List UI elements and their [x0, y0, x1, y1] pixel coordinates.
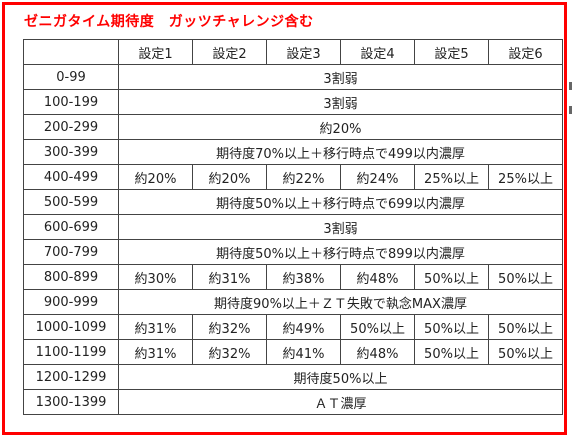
table-row: 1000-1099 約31% 約32% 約49% 50%以上 50%以上 50%以上 — [23, 314, 563, 340]
value-cell-setting-4: 約24% — [340, 164, 415, 190]
table-row: 500-599 期待度50%以上＋移行時点で699以内濃厚 — [23, 189, 563, 215]
table-row: 600-699 3割弱 — [23, 214, 563, 240]
value-cell-setting-2: 約32% — [192, 314, 267, 340]
range-cell: 400-499 — [23, 164, 119, 190]
header-row: 設定1 設定2 設定3 設定4 設定5 設定6 — [23, 39, 563, 65]
value-cell-setting-1: 約30% — [118, 264, 193, 290]
value-cell-setting-3: 約22% — [266, 164, 341, 190]
value-cell-setting-6: 50%以上 — [488, 339, 563, 365]
merged-value-cell: 3割弱 — [118, 89, 563, 115]
header-cell-setting-1: 設定1 — [118, 39, 193, 65]
range-cell: 600-699 — [23, 214, 119, 240]
table-row: 1100-1199 約31% 約32% 約41% 約48% 50%以上 50%以上 — [23, 339, 563, 365]
header-cell-setting-6: 設定6 — [488, 39, 563, 65]
merged-value-cell: 期待度50%以上 — [118, 364, 563, 390]
value-cell-setting-1: 約20% — [118, 164, 193, 190]
value-cell-setting-4: 50%以上 — [340, 314, 415, 340]
table-row: 400-499 約20% 約20% 約22% 約24% 25%以上 25%以上 — [23, 164, 563, 190]
range-cell: 800-899 — [23, 264, 119, 290]
header-cell-setting-5: 設定5 — [414, 39, 489, 65]
range-cell: 1200-1299 — [23, 364, 119, 390]
table-row: 100-199 3割弱 — [23, 89, 563, 115]
range-cell: 700-799 — [23, 239, 119, 265]
value-cell-setting-6: 50%以上 — [488, 314, 563, 340]
page-title: ゼニガタイム期待度 ガッツチャレンジ含む — [24, 14, 314, 30]
range-cell: 500-599 — [23, 189, 119, 215]
header-cell-setting-2: 設定2 — [192, 39, 267, 65]
merged-value-cell: 期待度50%以上＋移行時点で899以内濃厚 — [118, 239, 563, 265]
value-cell-setting-1: 約31% — [118, 314, 193, 340]
merged-value-cell: 3割弱 — [118, 214, 563, 240]
merged-value-cell: ＡＴ濃厚 — [118, 389, 563, 415]
merged-value-cell: 期待度70%以上＋移行時点で499以内濃厚 — [118, 139, 563, 165]
value-cell-setting-3: 約49% — [266, 314, 341, 340]
value-cell-setting-4: 約48% — [340, 264, 415, 290]
value-cell-setting-5: 50%以上 — [414, 339, 489, 365]
header-cell-setting-3: 設定3 — [266, 39, 341, 65]
table-row: 900-999 期待度90%以上＋ＺＴ失敗で執念MAX濃厚 — [23, 289, 563, 315]
header-cell-corner — [23, 39, 119, 65]
merged-value-cell: 期待度50%以上＋移行時点で699以内濃厚 — [118, 189, 563, 215]
merged-value-cell: 3割弱 — [118, 64, 563, 90]
range-cell: 1000-1099 — [23, 314, 119, 340]
table-row: 300-399 期待度70%以上＋移行時点で499以内濃厚 — [23, 139, 563, 165]
side-mark — [569, 106, 572, 114]
value-cell-setting-5: 50%以上 — [414, 314, 489, 340]
value-cell-setting-6: 25%以上 — [488, 164, 563, 190]
range-cell: 0-99 — [23, 64, 119, 90]
merged-value-cell: 約20% — [118, 114, 563, 140]
value-cell-setting-2: 約20% — [192, 164, 267, 190]
table-row: 0-99 3割弱 — [23, 64, 563, 90]
value-cell-setting-5: 50%以上 — [414, 264, 489, 290]
expectation-table: 設定1 設定2 設定3 設定4 設定5 設定6 0-99 3割弱 100-199 3割… — [23, 39, 563, 415]
range-cell: 100-199 — [23, 89, 119, 115]
value-cell-setting-4: 約48% — [340, 339, 415, 365]
merged-value-cell: 期待度90%以上＋ＺＴ失敗で執念MAX濃厚 — [118, 289, 563, 315]
range-cell: 300-399 — [23, 139, 119, 165]
range-cell: 1300-1399 — [23, 389, 119, 415]
value-cell-setting-3: 約41% — [266, 339, 341, 365]
range-cell: 1100-1199 — [23, 339, 119, 365]
value-cell-setting-2: 約31% — [192, 264, 267, 290]
table-row: 800-899 約30% 約31% 約38% 約48% 50%以上 50%以上 — [23, 264, 563, 290]
header-cell-setting-4: 設定4 — [340, 39, 415, 65]
side-mark — [569, 82, 572, 90]
table-row: 700-799 期待度50%以上＋移行時点で899以内濃厚 — [23, 239, 563, 265]
value-cell-setting-3: 約38% — [266, 264, 341, 290]
value-cell-setting-5: 25%以上 — [414, 164, 489, 190]
value-cell-setting-2: 約32% — [192, 339, 267, 365]
table-row: 1300-1399 ＡＴ濃厚 — [23, 389, 563, 415]
value-cell-setting-6: 50%以上 — [488, 264, 563, 290]
range-cell: 200-299 — [23, 114, 119, 140]
value-cell-setting-1: 約31% — [118, 339, 193, 365]
table-row: 200-299 約20% — [23, 114, 563, 140]
table-row: 1200-1299 期待度50%以上 — [23, 364, 563, 390]
range-cell: 900-999 — [23, 289, 119, 315]
